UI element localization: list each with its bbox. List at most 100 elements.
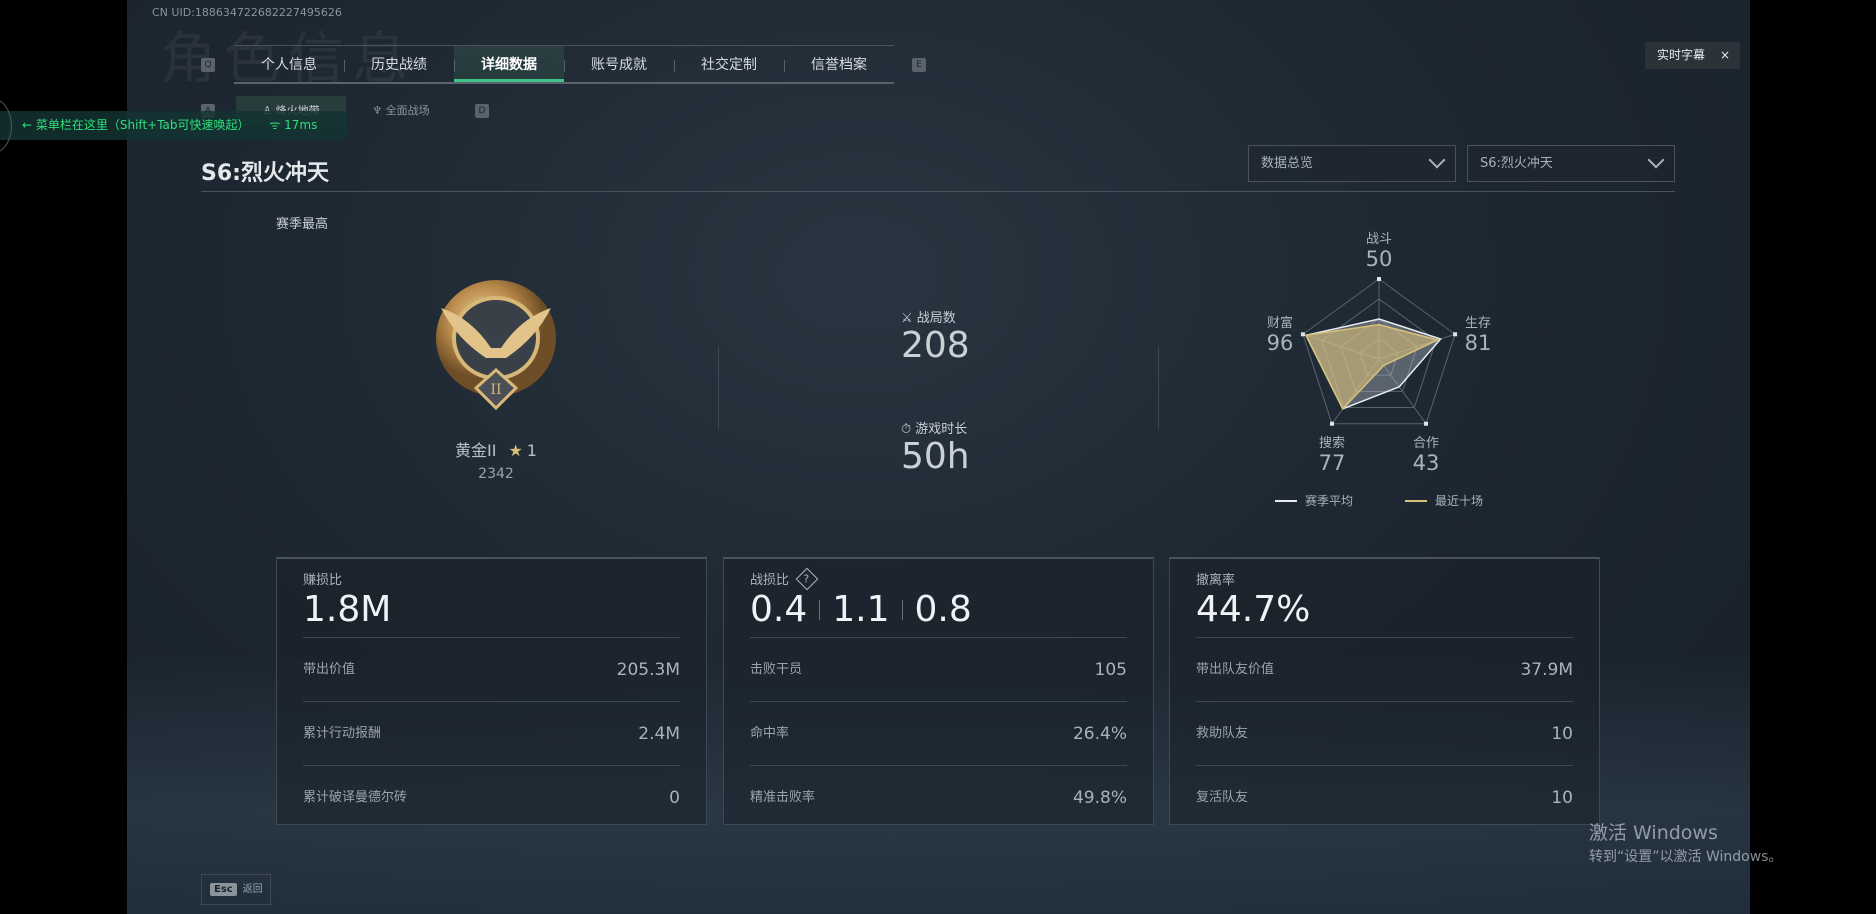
divider bbox=[201, 191, 1675, 192]
stat-value: 49.8% bbox=[1072, 788, 1127, 808]
divider bbox=[718, 347, 719, 429]
wifi-icon: ᯤ bbox=[269, 118, 285, 132]
divider bbox=[1158, 347, 1159, 429]
rank-name: 黄金II ★ 1 bbox=[436, 437, 556, 461]
season-best-label: 赛季最高 bbox=[276, 217, 329, 232]
subtab-warfare[interactable]: ♆ 全面战场 bbox=[346, 96, 456, 126]
stat-value: 10 bbox=[1551, 788, 1573, 808]
back-button[interactable]: Esc 返回 bbox=[201, 874, 271, 905]
tab-personal-info[interactable]: 个人信息 bbox=[261, 57, 317, 73]
radar-axis-label: 战斗 bbox=[1365, 232, 1392, 247]
radar-axis-label: 搜索 bbox=[1318, 436, 1345, 451]
stat-row: 救助队友 10 bbox=[1196, 702, 1573, 766]
radar-spoke bbox=[1378, 358, 1427, 425]
live-caption-button[interactable]: 实时字幕 × bbox=[1645, 42, 1740, 69]
helmet-icon: ♙ bbox=[262, 104, 275, 117]
windows-watermark: 激活 Windows bbox=[1589, 822, 1718, 844]
radar-axis-value: 77 bbox=[1318, 451, 1346, 475]
stat-row: 复活队友 10 bbox=[1196, 766, 1573, 830]
chevron-down-icon bbox=[1428, 151, 1446, 169]
key-hint-q: Q bbox=[201, 58, 215, 72]
radar-vertex-marker bbox=[1300, 332, 1305, 337]
legend-swatch bbox=[1275, 499, 1297, 502]
windows-watermark-sub: 转到“设置”以激活 Windows。 bbox=[1589, 849, 1783, 865]
stat-value: 0 bbox=[669, 788, 680, 808]
radar-vertex-marker bbox=[1424, 421, 1429, 426]
matches-label-text: 战局数 bbox=[916, 311, 956, 326]
stat-row: 累计破译曼德尔砖 0 bbox=[303, 766, 680, 830]
stat-value: 2.4M bbox=[638, 724, 680, 744]
kd-card: 战损比? 0.4 1.1 0.8 击败干员 105 命中率 26.4% 精准击败率 49.… bbox=[723, 557, 1154, 825]
radar-axis-value: 50 bbox=[1365, 247, 1393, 271]
crossed-swords-icon: ⚔ bbox=[901, 311, 917, 326]
wings-icon: ♆ bbox=[372, 104, 386, 117]
tab-credit[interactable]: 信誉档案 bbox=[784, 46, 894, 82]
tab-achievements[interactable]: 账号成就 bbox=[564, 46, 674, 82]
dropdown-value: 数据总览 bbox=[1261, 156, 1314, 171]
menu-hint-overlay[interactable]: ← 菜单栏在这里（Shift+Tab可快速唤起） ᯤ 17ms bbox=[0, 111, 347, 140]
kd-value: 1.1 bbox=[832, 588, 890, 630]
stat-row: 带出价值 205.3M bbox=[303, 638, 680, 702]
stat-row: 精准击败率 49.8% bbox=[750, 766, 1127, 830]
legend-swatch bbox=[1405, 499, 1427, 502]
stat-row: 累计行动报酬 2.4M bbox=[303, 702, 680, 766]
playtime-label: ⏱ 游戏时长 bbox=[901, 418, 967, 437]
key-hint-e: E bbox=[912, 58, 926, 72]
radar-axis-value: 43 bbox=[1412, 451, 1440, 475]
stat-value: 10 bbox=[1551, 724, 1573, 744]
extraction-rate: 44.7% bbox=[1196, 588, 1311, 630]
divider bbox=[901, 599, 903, 620]
radar-axis-label: 生存 bbox=[1464, 316, 1491, 331]
season-title: S6:烈火冲天 bbox=[201, 161, 329, 186]
stat-label: 击败干员 bbox=[750, 662, 803, 677]
stopwatch-icon: ⏱ bbox=[901, 422, 916, 437]
back-label: 返回 bbox=[242, 884, 263, 895]
data-view-dropdown[interactable]: 数据总览 bbox=[1248, 145, 1456, 182]
card-main-value: 0.4 1.1 0.8 bbox=[750, 588, 1127, 638]
legend-label: 赛季平均 bbox=[1305, 494, 1354, 508]
tab-social[interactable]: 社交定制 bbox=[674, 46, 784, 82]
divider bbox=[819, 599, 821, 620]
menu-hint-text: 菜单栏在这里（Shift+Tab可快速唤起） bbox=[35, 118, 250, 132]
rank-numeral: II bbox=[490, 382, 501, 398]
menu-handle[interactable] bbox=[0, 98, 12, 154]
stat-label: 带出队友价值 bbox=[1196, 662, 1275, 677]
kd-value: 0.8 bbox=[914, 588, 972, 630]
card-main-value: 44.7% bbox=[1196, 588, 1573, 638]
subtab-label: 全面战场 bbox=[385, 104, 430, 117]
radar-vertex-marker bbox=[1453, 332, 1458, 337]
extraction-card: 撤离率 44.7% 带出队友价值 37.9M 救助队友 10 复活队友 10 bbox=[1169, 557, 1600, 825]
tab-history[interactable]: 历史战绩 bbox=[344, 46, 454, 82]
stat-row: 击败干员 105 bbox=[750, 638, 1127, 702]
stat-row: 带出队友价值 37.9M bbox=[1196, 638, 1573, 702]
stat-value: 205.3M bbox=[616, 660, 680, 680]
rank-stars: 1 bbox=[526, 441, 537, 460]
tab-detailed-data[interactable]: 详细数据 bbox=[454, 46, 564, 82]
season-dropdown[interactable]: S6:烈火冲天 bbox=[1467, 145, 1675, 182]
ping-value: 17ms bbox=[284, 118, 318, 132]
radar-axis-label: 合作 bbox=[1412, 436, 1439, 451]
esc-key-hint: Esc bbox=[210, 883, 237, 896]
stat-value: 26.4% bbox=[1072, 724, 1127, 744]
stat-label: 带出价值 bbox=[303, 662, 356, 677]
close-icon[interactable]: × bbox=[1719, 48, 1730, 62]
star-icon: ★ bbox=[508, 441, 523, 460]
main-tabs: 个人信息 历史战绩 详细数据 账号成就 社交定制 信誉档案 bbox=[234, 45, 894, 84]
dropdown-value: S6:烈火冲天 bbox=[1480, 156, 1553, 171]
rank-medal-icon: II bbox=[436, 280, 556, 411]
card-main-value: 1.8M bbox=[303, 588, 680, 638]
matches-value: 208 bbox=[901, 325, 970, 366]
stat-value: 37.9M bbox=[1520, 660, 1573, 680]
chevron-down-icon bbox=[1647, 151, 1665, 169]
profit-ratio: 1.8M bbox=[303, 588, 392, 630]
playtime-value: 50h bbox=[901, 436, 970, 477]
stat-label: 精准击败率 bbox=[750, 790, 816, 805]
legend-season-avg: 赛季平均 bbox=[1275, 492, 1353, 509]
profit-card: 赚损比 1.8M 带出价值 205.3M 累计行动报酬 2.4M 累计破译曼德尔砖 0 bbox=[276, 557, 707, 825]
player-uid: CN UID:1886347226822274956​26 bbox=[152, 6, 342, 19]
rank-score: 2342 bbox=[478, 466, 514, 482]
key-hint-d: D bbox=[475, 104, 489, 118]
stat-label: 累计破译曼德尔砖 bbox=[303, 790, 408, 805]
legend-recent-ten: 最近十场 bbox=[1405, 492, 1483, 509]
rank-label: 黄金II bbox=[455, 441, 497, 460]
